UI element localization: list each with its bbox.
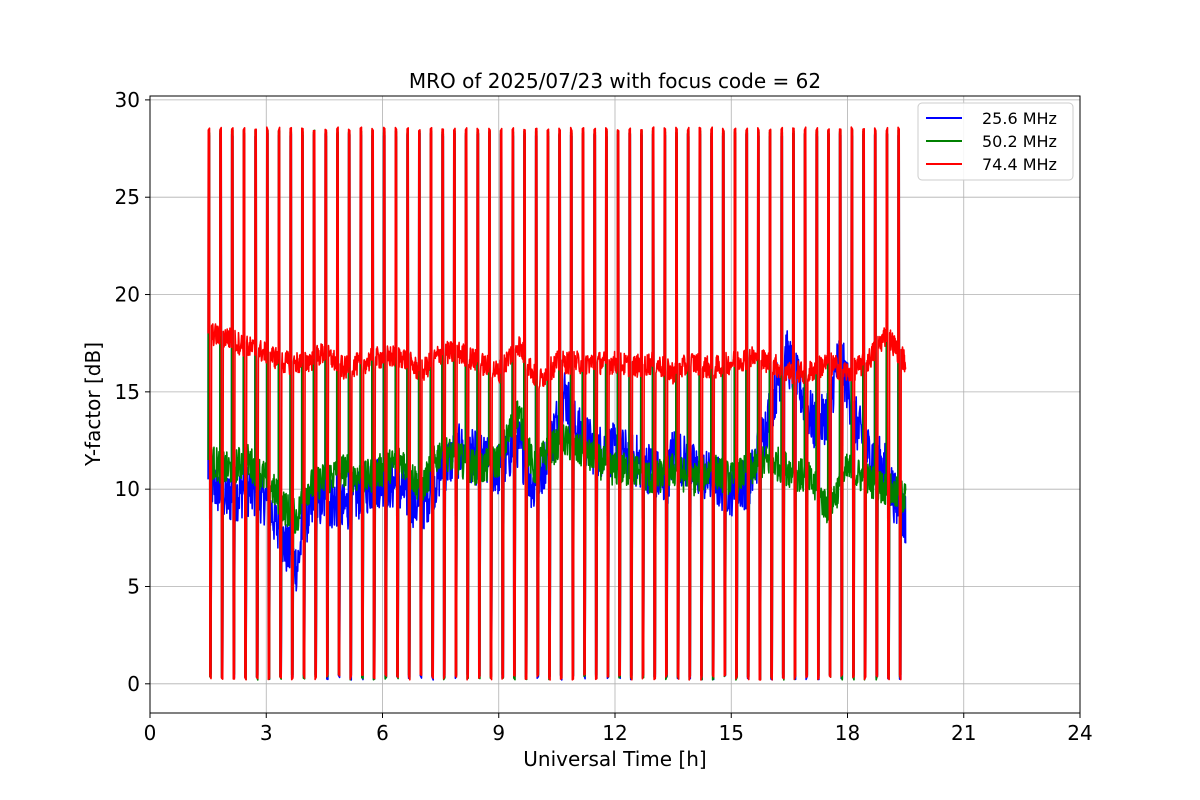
y-axis-label: Y-factor [dB] — [81, 342, 105, 467]
x-tick-label: 9 — [492, 721, 505, 745]
y-tick-label: 10 — [115, 477, 140, 501]
y-tick-label: 25 — [115, 185, 140, 209]
y-axis: 0 5 10 15 20 25 30 — [115, 88, 150, 696]
x-tick-label: 24 — [1067, 721, 1092, 745]
y-tick-label: 20 — [115, 283, 140, 307]
x-tick-label: 0 — [144, 721, 157, 745]
legend-label-25-6: 25.6 MHz — [982, 109, 1057, 128]
legend-label-50-2: 50.2 MHz — [982, 132, 1057, 151]
x-tick-label: 12 — [602, 721, 627, 745]
legend: 25.6 MHz 50.2 MHz 74.4 MHz — [917, 102, 1074, 181]
legend-box — [917, 102, 1074, 181]
x-axis: 0 3 6 9 12 15 18 21 24 — [144, 713, 1093, 745]
x-tick-label: 18 — [835, 721, 860, 745]
series-line-74-4-mhz — [207, 126, 907, 681]
legend-label-74-4: 74.4 MHz — [982, 155, 1057, 174]
x-tick-label: 21 — [951, 721, 976, 745]
x-tick-label: 3 — [260, 721, 273, 745]
x-tick-label: 15 — [719, 721, 744, 745]
y-tick-label: 5 — [127, 574, 140, 598]
chart-title: MRO of 2025/07/23 with focus code = 62 — [409, 69, 821, 93]
y-tick-label: 30 — [115, 88, 140, 112]
series-line-50-2-mhz — [207, 129, 907, 681]
y-tick-label: 15 — [115, 380, 140, 404]
x-tick-label: 6 — [376, 721, 389, 745]
x-axis-label: Universal Time [h] — [523, 747, 706, 771]
series-layer — [207, 126, 907, 681]
y-tick-label: 0 — [127, 672, 140, 696]
